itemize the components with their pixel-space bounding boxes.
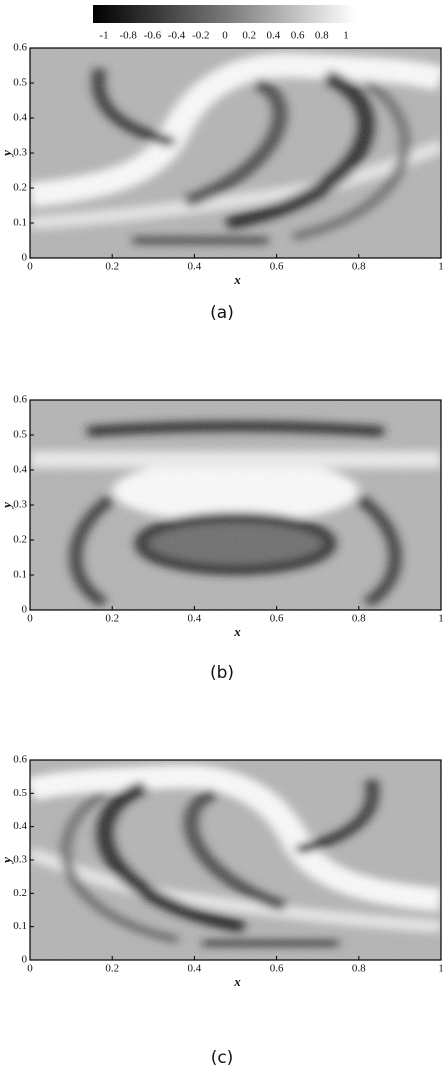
y-tick-label: 0.6 (13, 394, 27, 406)
colorbar-tick-label: -0.2 (192, 30, 209, 42)
y-axis-label: y (0, 502, 14, 510)
x-tick-label: 0.4 (188, 261, 202, 273)
panel-caption: (a) (210, 303, 234, 323)
x-tick-label: 0.6 (270, 963, 284, 975)
x-tick-label: 0.8 (352, 261, 366, 273)
colorbar-tick-label: 1 (343, 30, 349, 42)
y-tick-label: 0.1 (13, 920, 27, 932)
colorbar-tick-label: -1 (99, 30, 108, 42)
x-tick-label: 0.6 (270, 261, 284, 273)
figure: -1 -0.8 -0.6 -0.4 -0.2 0 0.2 0.4 0.6 0.8 1 0 0.2 0.4 0… (0, 0, 447, 1081)
y-tick-label: 0.3 (13, 854, 27, 866)
y-tick-label: 0 (22, 252, 28, 264)
y-tick-label: 0.2 (13, 887, 27, 899)
x-tick-label: 0.2 (105, 963, 119, 975)
colorbar-tick-label: 0.2 (242, 30, 256, 42)
field-grain (30, 48, 441, 258)
x-tick-label: 0.6 (270, 613, 284, 625)
y-tick-label: 0.1 (13, 569, 27, 581)
x-tick-label: 1 (438, 963, 444, 975)
x-tick-label: 1 (438, 261, 444, 273)
panel-caption: (b) (210, 663, 234, 683)
y-axis-label: y (0, 857, 14, 865)
heatmap-field (30, 48, 441, 258)
x-axis-label: x (233, 974, 241, 989)
y-tick-label: 0.4 (13, 464, 27, 476)
field-grain (30, 760, 441, 960)
colorbar-tick-label: 0.4 (267, 30, 281, 42)
x-tick-label: 0 (27, 613, 33, 625)
y-tick-label: 0.2 (13, 534, 27, 546)
x-tick-label: 0.2 (105, 613, 119, 625)
x-tick-label: 0.8 (352, 963, 366, 975)
y-tick-label: 0.3 (13, 499, 27, 511)
y-tick-label: 0 (22, 604, 28, 616)
x-axis-label: x (233, 272, 241, 287)
colorbar (93, 5, 355, 23)
y-tick-label: 0.2 (13, 182, 27, 194)
y-axis-label: y (0, 150, 14, 158)
x-axis-label: x (233, 624, 241, 639)
y-tick-label: 0.5 (13, 77, 27, 89)
x-tick-label: 0.8 (352, 613, 366, 625)
x-tick-label: 0 (27, 261, 33, 273)
x-tick-label: 1 (438, 613, 444, 625)
colorbar-tick-label: -0.4 (168, 30, 186, 42)
y-tick-label: 0.6 (13, 754, 27, 766)
colorbar-tick-label: -0.6 (144, 30, 162, 42)
colorbar-tick-label: 0.8 (315, 30, 329, 42)
colorbar-tick-label: -0.8 (119, 30, 137, 42)
panel-caption: (c) (211, 1048, 234, 1068)
y-tick-label: 0.3 (13, 147, 27, 159)
y-tick-label: 0.1 (13, 217, 27, 229)
x-tick-label: 0.2 (105, 261, 119, 273)
colorbar-tick-label: 0.6 (291, 30, 305, 42)
colorbar-tick-label: 0 (222, 30, 228, 42)
x-tick-label: 0.4 (188, 963, 202, 975)
x-tick-label: 0.4 (188, 613, 202, 625)
y-tick-label: 0.5 (13, 429, 27, 441)
heatmap-field (30, 760, 441, 960)
heatmap-field (30, 400, 441, 610)
x-tick-label: 0 (27, 963, 33, 975)
y-tick-label: 0.6 (13, 42, 27, 54)
y-tick-label: 0 (22, 954, 28, 966)
field-grain (30, 400, 441, 610)
y-tick-label: 0.4 (13, 112, 27, 124)
y-tick-label: 0.4 (13, 820, 27, 832)
y-tick-label: 0.5 (13, 787, 27, 799)
